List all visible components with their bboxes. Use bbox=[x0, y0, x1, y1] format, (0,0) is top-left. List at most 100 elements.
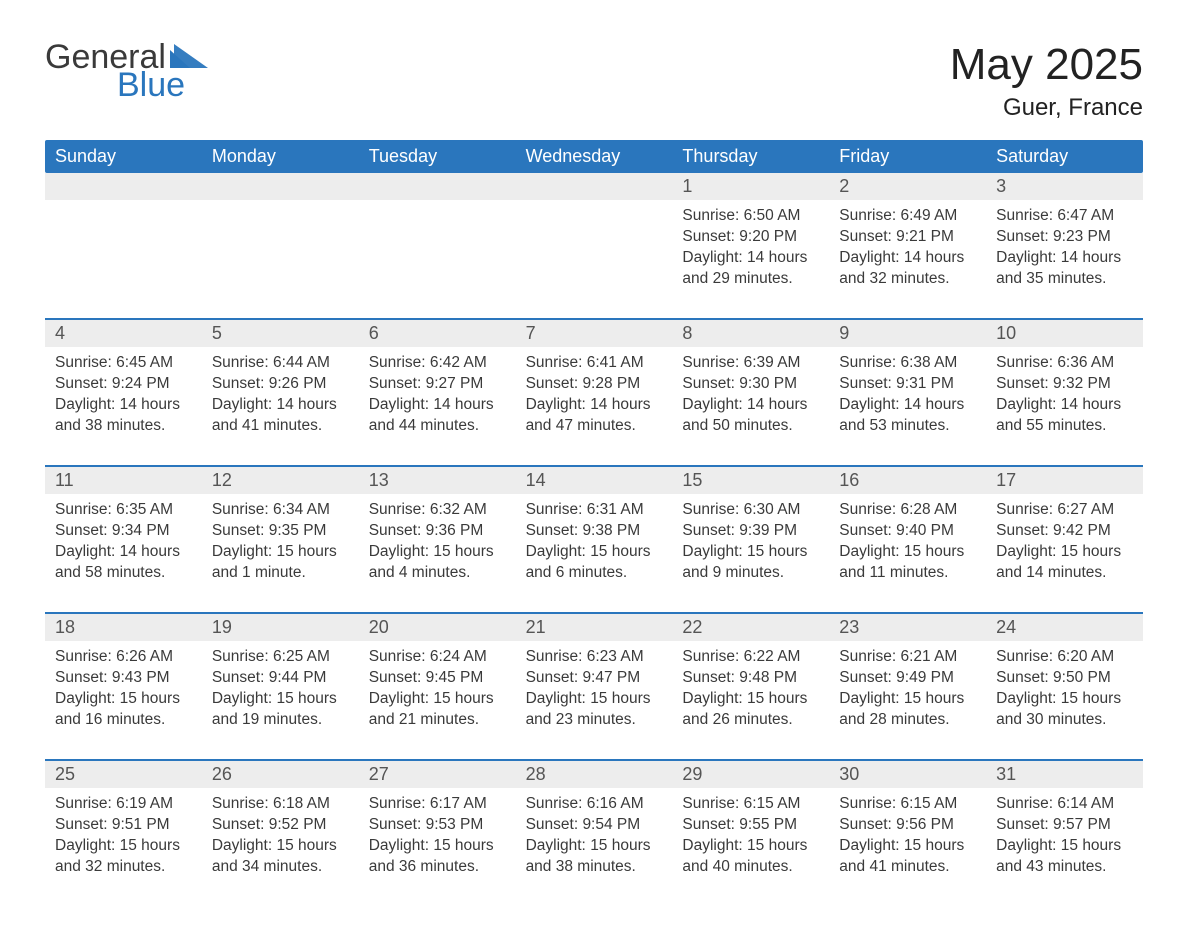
daylight-label: Daylight: bbox=[996, 396, 1061, 413]
sunset-value: 9:20 PM bbox=[739, 228, 797, 245]
sunset-label: Sunset: bbox=[839, 375, 896, 392]
day-number: 8 bbox=[672, 320, 829, 347]
daylight-line: Daylight: 15 hours and 1 minute. bbox=[212, 542, 349, 584]
daylight-label: Daylight: bbox=[839, 396, 904, 413]
day-cell: Sunrise: 6:19 AMSunset: 9:51 PMDaylight:… bbox=[45, 788, 202, 892]
sunrise-value: 6:36 AM bbox=[1057, 354, 1114, 371]
sunset-label: Sunset: bbox=[526, 522, 583, 539]
daylight-label: Daylight: bbox=[369, 396, 434, 413]
sunset-line: Sunset: 9:42 PM bbox=[996, 521, 1133, 542]
day-number: 12 bbox=[202, 467, 359, 494]
sunset-label: Sunset: bbox=[682, 669, 739, 686]
daylight-line: Daylight: 15 hours and 34 minutes. bbox=[212, 836, 349, 878]
sunset-label: Sunset: bbox=[212, 375, 269, 392]
sunset-value: 9:56 PM bbox=[896, 816, 954, 833]
sunrise-value: 6:35 AM bbox=[116, 501, 173, 518]
daylight-label: Daylight: bbox=[526, 837, 591, 854]
day-cell: Sunrise: 6:15 AMSunset: 9:55 PMDaylight:… bbox=[672, 788, 829, 892]
daylight-line: Daylight: 14 hours and 50 minutes. bbox=[682, 395, 819, 437]
sunset-value: 9:49 PM bbox=[896, 669, 954, 686]
day-cell: Sunrise: 6:27 AMSunset: 9:42 PMDaylight:… bbox=[986, 494, 1143, 598]
sunset-value: 9:48 PM bbox=[739, 669, 797, 686]
daylight-line: Daylight: 15 hours and 40 minutes. bbox=[682, 836, 819, 878]
sunset-label: Sunset: bbox=[682, 228, 739, 245]
daylight-label: Daylight: bbox=[996, 249, 1061, 266]
daylight-label: Daylight: bbox=[682, 249, 747, 266]
day-cell: Sunrise: 6:35 AMSunset: 9:34 PMDaylight:… bbox=[45, 494, 202, 598]
day-number: 19 bbox=[202, 614, 359, 641]
daylight-label: Daylight: bbox=[682, 396, 747, 413]
daylight-line: Daylight: 15 hours and 23 minutes. bbox=[526, 689, 663, 731]
sunset-line: Sunset: 9:56 PM bbox=[839, 815, 976, 836]
daylight-label: Daylight: bbox=[682, 690, 747, 707]
sunset-value: 9:43 PM bbox=[112, 669, 170, 686]
daylight-label: Daylight: bbox=[212, 690, 277, 707]
day-number bbox=[202, 173, 359, 200]
day-number: 9 bbox=[829, 320, 986, 347]
day-cell bbox=[516, 200, 673, 304]
brand-word2: Blue bbox=[117, 68, 208, 102]
sunrise-line: Sunrise: 6:15 AM bbox=[682, 794, 819, 815]
sunset-label: Sunset: bbox=[682, 375, 739, 392]
daylight-line: Daylight: 15 hours and 19 minutes. bbox=[212, 689, 349, 731]
sunset-label: Sunset: bbox=[55, 375, 112, 392]
sunset-value: 9:23 PM bbox=[1053, 228, 1111, 245]
sunset-value: 9:28 PM bbox=[582, 375, 640, 392]
daylight-label: Daylight: bbox=[526, 690, 591, 707]
day-number: 7 bbox=[516, 320, 673, 347]
sunset-label: Sunset: bbox=[369, 669, 426, 686]
sunset-value: 9:26 PM bbox=[269, 375, 327, 392]
sunrise-line: Sunrise: 6:28 AM bbox=[839, 500, 976, 521]
sunrise-value: 6:20 AM bbox=[1057, 648, 1114, 665]
day-number: 2 bbox=[829, 173, 986, 200]
daynum-row: 18192021222324 bbox=[45, 614, 1143, 641]
sunset-label: Sunset: bbox=[996, 816, 1053, 833]
day-number bbox=[359, 173, 516, 200]
daylight-label: Daylight: bbox=[682, 543, 747, 560]
daynum-row: 25262728293031 bbox=[45, 761, 1143, 788]
sunrise-value: 6:31 AM bbox=[587, 501, 644, 518]
sunrise-value: 6:50 AM bbox=[744, 207, 801, 224]
day-cell: Sunrise: 6:41 AMSunset: 9:28 PMDaylight:… bbox=[516, 347, 673, 451]
sunrise-label: Sunrise: bbox=[839, 648, 900, 665]
daylight-label: Daylight: bbox=[682, 837, 747, 854]
sunset-line: Sunset: 9:45 PM bbox=[369, 668, 506, 689]
sunrise-label: Sunrise: bbox=[996, 795, 1057, 812]
day-cell: Sunrise: 6:36 AMSunset: 9:32 PMDaylight:… bbox=[986, 347, 1143, 451]
day-cell: Sunrise: 6:16 AMSunset: 9:54 PMDaylight:… bbox=[516, 788, 673, 892]
day-cell: Sunrise: 6:34 AMSunset: 9:35 PMDaylight:… bbox=[202, 494, 359, 598]
page-subtitle: Guer, France bbox=[950, 94, 1143, 122]
sunrise-value: 6:15 AM bbox=[744, 795, 801, 812]
sunrise-value: 6:24 AM bbox=[430, 648, 487, 665]
sunrise-value: 6:49 AM bbox=[900, 207, 957, 224]
daylight-line: Daylight: 14 hours and 44 minutes. bbox=[369, 395, 506, 437]
day-cell: Sunrise: 6:14 AMSunset: 9:57 PMDaylight:… bbox=[986, 788, 1143, 892]
sunrise-value: 6:17 AM bbox=[430, 795, 487, 812]
day-cell: Sunrise: 6:28 AMSunset: 9:40 PMDaylight:… bbox=[829, 494, 986, 598]
sunrise-value: 6:14 AM bbox=[1057, 795, 1114, 812]
sunset-value: 9:51 PM bbox=[112, 816, 170, 833]
dow-header: SundayMondayTuesdayWednesdayThursdayFrid… bbox=[45, 140, 1143, 173]
daylight-line: Daylight: 14 hours and 35 minutes. bbox=[996, 248, 1133, 290]
daylight-line: Daylight: 15 hours and 14 minutes. bbox=[996, 542, 1133, 584]
day-number: 13 bbox=[359, 467, 516, 494]
daylight-line: Daylight: 15 hours and 16 minutes. bbox=[55, 689, 192, 731]
dow-sunday: Sunday bbox=[45, 140, 202, 173]
day-number: 29 bbox=[672, 761, 829, 788]
daylight-line: Daylight: 15 hours and 30 minutes. bbox=[996, 689, 1133, 731]
sunset-label: Sunset: bbox=[55, 522, 112, 539]
daylight-line: Daylight: 14 hours and 32 minutes. bbox=[839, 248, 976, 290]
daylight-label: Daylight: bbox=[212, 837, 277, 854]
daylight-label: Daylight: bbox=[212, 543, 277, 560]
daylight-label: Daylight: bbox=[839, 690, 904, 707]
sunrise-value: 6:30 AM bbox=[744, 501, 801, 518]
sunset-label: Sunset: bbox=[526, 816, 583, 833]
sunset-line: Sunset: 9:52 PM bbox=[212, 815, 349, 836]
sunrise-value: 6:19 AM bbox=[116, 795, 173, 812]
day-cell: Sunrise: 6:17 AMSunset: 9:53 PMDaylight:… bbox=[359, 788, 516, 892]
daylight-line: Daylight: 15 hours and 6 minutes. bbox=[526, 542, 663, 584]
sunrise-value: 6:21 AM bbox=[900, 648, 957, 665]
sunrise-line: Sunrise: 6:26 AM bbox=[55, 647, 192, 668]
sunset-value: 9:21 PM bbox=[896, 228, 954, 245]
daylight-label: Daylight: bbox=[526, 396, 591, 413]
